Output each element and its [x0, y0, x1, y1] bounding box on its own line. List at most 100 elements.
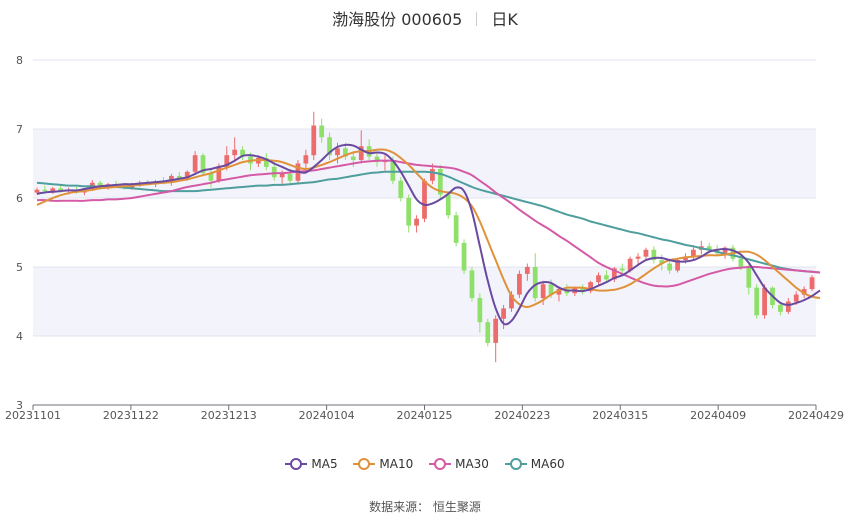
- plot-band: [33, 60, 816, 129]
- candle-body: [358, 146, 364, 161]
- candle-body: [667, 263, 673, 271]
- candle-body: [287, 173, 293, 181]
- candle-body: [176, 175, 182, 179]
- candle-body: [659, 260, 665, 264]
- title-separator: [476, 12, 478, 26]
- candle-body: [801, 289, 807, 295]
- candle-body: [548, 284, 554, 295]
- candle-body: [493, 318, 499, 343]
- candle-body: [327, 137, 332, 156]
- candle-body: [240, 149, 245, 157]
- candle-body: [517, 273, 522, 295]
- legend-ma5[interactable]: MA5: [285, 457, 338, 471]
- candle-body: [303, 155, 309, 164]
- candle-body: [430, 169, 435, 181]
- candle-body: [477, 298, 483, 323]
- legend-ma30[interactable]: MA30: [429, 457, 489, 471]
- candle-body: [785, 301, 791, 312]
- ma30-swatch-icon: [429, 458, 452, 470]
- candle-body: [414, 218, 419, 226]
- ma60-swatch-icon: [504, 458, 527, 470]
- legend-ma10[interactable]: MA10: [353, 457, 413, 471]
- candle-body: [762, 287, 767, 316]
- candle-body: [422, 180, 427, 219]
- candle-body: [406, 198, 412, 226]
- candle-body: [540, 284, 546, 299]
- candle-body: [34, 189, 40, 193]
- candle-body: [390, 160, 396, 181]
- data-source: 数据来源： 恒生聚源: [369, 500, 481, 514]
- x-tick-label: 20240429: [788, 409, 844, 422]
- candle-body: [778, 304, 783, 312]
- candle-body: [524, 267, 530, 274]
- x-tick-label: 20240223: [494, 409, 550, 422]
- plot-band: [33, 336, 816, 405]
- candle-body: [271, 166, 277, 178]
- candle-body: [335, 148, 340, 156]
- candle-body: [556, 289, 562, 295]
- plot-band: [33, 267, 816, 336]
- candle-body: [58, 188, 64, 192]
- candle-body: [611, 268, 617, 280]
- legend-ma60[interactable]: MA60: [504, 457, 565, 471]
- candle-body: [691, 249, 696, 257]
- legend: MA5 MA10 MA30 MA60: [0, 457, 850, 473]
- candle-body: [675, 260, 680, 271]
- candle-body: [809, 277, 815, 290]
- candle-body: [445, 194, 451, 216]
- candle-body: [651, 249, 657, 261]
- candle-body: [200, 155, 206, 174]
- stock-name-code: 渤海股份 000605: [332, 10, 463, 29]
- y-tick-label: 4: [16, 330, 23, 343]
- candle-body: [509, 294, 514, 309]
- candle-body: [469, 270, 475, 299]
- candle-body: [192, 155, 198, 172]
- ma5-line: [36, 143, 821, 326]
- candle-body: [754, 287, 760, 316]
- candle-body: [343, 148, 348, 157]
- candle-body: [746, 267, 752, 288]
- candle-body: [42, 189, 48, 192]
- candle-body: [627, 258, 633, 271]
- candle-body: [485, 322, 491, 343]
- ma10-swatch-icon: [353, 458, 376, 470]
- candle-body: [604, 275, 609, 280]
- candle-body: [184, 171, 190, 179]
- x-tick-label: 20240315: [592, 409, 648, 422]
- y-tick-label: 7: [16, 123, 23, 136]
- chart-title: 渤海股份 000605 日K: [0, 6, 850, 30]
- candle-body: [50, 188, 56, 192]
- candle-body: [216, 166, 222, 181]
- legend-ma10-label: MA10: [379, 457, 414, 471]
- candle-body: [580, 287, 586, 292]
- x-tick-label: 20240125: [397, 409, 453, 422]
- candle-body: [311, 125, 317, 156]
- candle-body: [437, 169, 443, 195]
- x-tick-label: 20231213: [201, 409, 257, 422]
- candle-body: [706, 246, 712, 250]
- candle-body: [279, 173, 285, 178]
- candle-body: [453, 215, 459, 243]
- candle-body: [722, 247, 728, 254]
- x-tick-label: 20240409: [690, 409, 746, 422]
- candle-body: [319, 125, 325, 138]
- candle-body: [350, 156, 356, 161]
- candle-body: [263, 157, 269, 167]
- candle-body: [532, 267, 538, 299]
- candle-body: [643, 249, 649, 257]
- candle-body: [501, 308, 506, 319]
- period-label: 日K: [491, 10, 518, 29]
- x-tick-label: 20231122: [103, 409, 159, 422]
- ma10-line: [36, 148, 821, 308]
- candle-body: [635, 256, 641, 259]
- candle-body: [224, 155, 230, 167]
- candle-body: [97, 182, 103, 188]
- y-tick-label: 8: [16, 54, 23, 67]
- y-tick-label: 5: [16, 261, 23, 274]
- candle-body: [619, 268, 625, 271]
- legend-ma60-label: MA60: [530, 457, 565, 471]
- candle-body: [398, 180, 404, 198]
- candle-body: [738, 258, 744, 267]
- candle-body: [793, 294, 799, 302]
